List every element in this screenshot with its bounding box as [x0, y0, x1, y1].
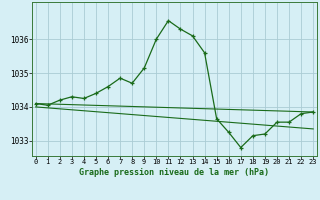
X-axis label: Graphe pression niveau de la mer (hPa): Graphe pression niveau de la mer (hPa) — [79, 168, 269, 177]
